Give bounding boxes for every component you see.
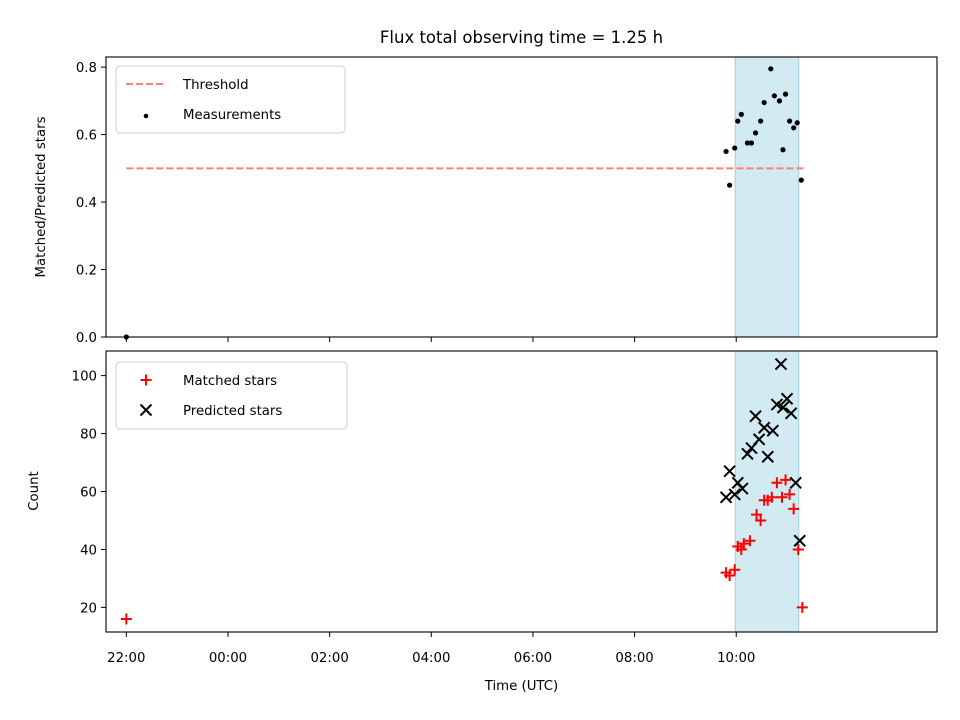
top-y-ticks: 0.0 0.2 0.4 0.6 0.8 <box>76 61 106 346</box>
measurements-point <box>748 140 755 146</box>
top-x-ticks <box>125 337 737 342</box>
bottom-marks <box>120 357 808 625</box>
x-axis-label: Time (UTC) <box>484 679 559 694</box>
predicted-stars-point <box>749 409 762 423</box>
matched-stars-point <box>796 601 808 613</box>
y-tick-label: 0.8 <box>76 61 97 76</box>
predicted-stars-point <box>728 488 741 501</box>
predicted-stars-point <box>736 482 749 495</box>
predicted-stars-point <box>789 476 802 490</box>
x-tick-label: 00:00 <box>209 651 247 666</box>
matched-stars-point <box>729 564 741 576</box>
matched-stars-point <box>755 514 767 526</box>
measurements-point <box>791 125 797 131</box>
predicted-stars-point <box>723 465 736 478</box>
predicted-stars-point <box>719 491 733 504</box>
y-tick-label: 20 <box>80 601 97 616</box>
x-tick-label: 02:00 <box>310 651 348 666</box>
predicted-stars-point <box>793 534 806 547</box>
top-axes-frame <box>105 56 938 338</box>
top-marks <box>123 66 805 340</box>
x-tick-label: 04:00 <box>412 651 450 666</box>
matched-stars-point <box>792 543 804 555</box>
matched-stars-point <box>776 491 788 503</box>
measurements-point <box>738 111 744 117</box>
predicted-stars-point <box>761 450 774 463</box>
x-tick-label: 08:00 <box>615 651 653 666</box>
bottom-panel: 20 40 60 80 100 22:00 00:00 02:00 04:00 06:00 08:… <box>27 350 938 694</box>
y-tick-label: 80 <box>80 428 97 443</box>
measurements-point <box>771 93 777 99</box>
predicted-stars-point <box>780 392 794 406</box>
y-tick-label: 0.6 <box>76 129 97 144</box>
legend-threshold-label: Threshold <box>182 78 249 93</box>
measurements-point <box>776 98 783 104</box>
legend-predicted-label: Predicted stars <box>183 404 282 419</box>
matched-stars-point <box>788 503 800 515</box>
legend-matched-label: Matched stars <box>183 374 277 389</box>
y-tick-label: 0.0 <box>76 331 97 346</box>
matched-stars-point <box>751 509 763 521</box>
matched-stars-point <box>735 543 747 555</box>
measurements-point <box>752 130 759 136</box>
x-tick-label: 10:00 <box>717 651 755 666</box>
measurements-point <box>744 140 751 146</box>
predicted-stars-point <box>752 433 766 446</box>
top-observing-span <box>734 56 800 338</box>
bottom-x-ticks: 22:00 00:00 02:00 04:00 06:00 08:00 10:00 <box>107 632 755 666</box>
y-tick-label: 100 <box>72 370 97 385</box>
matched-stars-point <box>724 570 736 582</box>
predicted-stars-point <box>741 447 754 461</box>
measurements-point <box>782 91 789 97</box>
legend-matched-swatch <box>140 374 152 386</box>
measurements-point <box>768 66 774 72</box>
legend-measurements-swatch <box>143 113 149 119</box>
chart-title: Flux total observing time = 1.25 h <box>380 28 663 47</box>
legend-predicted-swatch <box>139 403 153 417</box>
bottom-legend-box <box>115 361 348 430</box>
predicted-stars-point <box>766 424 780 437</box>
x-tick-label: 06:00 <box>514 651 552 666</box>
measurements-point <box>761 99 767 106</box>
measurements-point <box>798 177 804 183</box>
matched-stars-point <box>784 488 796 500</box>
measurements-point <box>787 118 793 124</box>
top-legend-box <box>115 65 346 134</box>
predicted-stars-point <box>776 401 790 414</box>
y-tick-label: 0.2 <box>76 264 97 279</box>
y-tick-label: 60 <box>80 486 97 501</box>
matched-stars-point <box>744 535 756 547</box>
measurements-point <box>723 148 729 155</box>
matched-stars-point <box>738 538 750 550</box>
measurements-point <box>732 145 738 151</box>
measurements-point <box>727 182 733 188</box>
bottom-y-axis-label: Count <box>27 471 42 511</box>
measurements-point <box>794 120 800 126</box>
top-panel: 0.00.20.40.60.8 Matched/Predicted stars … <box>34 56 938 346</box>
predicted-stars-point <box>757 421 771 434</box>
bottom-legend: Matched stars Predicted stars <box>115 361 348 430</box>
measurements-point <box>735 118 741 124</box>
predicted-stars-point <box>784 407 798 420</box>
matched-stars-point <box>766 491 778 503</box>
x-tick-label: 22:00 <box>107 651 145 666</box>
top-legend: Threshold Measurements <box>115 65 346 134</box>
bottom-y-ticks: 20 40 60 80 100 <box>72 370 106 616</box>
matched-stars-point <box>120 613 132 625</box>
measurements-point <box>758 118 764 124</box>
predicted-stars-point <box>774 357 788 371</box>
matched-stars-point <box>780 474 792 486</box>
legend-measurements-label: Measurements <box>183 108 281 123</box>
matched-stars-point <box>771 477 783 489</box>
predicted-stars-point <box>770 398 784 411</box>
y-tick-label: 0.4 <box>76 196 97 211</box>
y-tick-label: 40 <box>80 543 97 558</box>
measurements-point <box>780 147 786 153</box>
top-y-axis-label: Matched/Predicted stars <box>34 116 49 277</box>
